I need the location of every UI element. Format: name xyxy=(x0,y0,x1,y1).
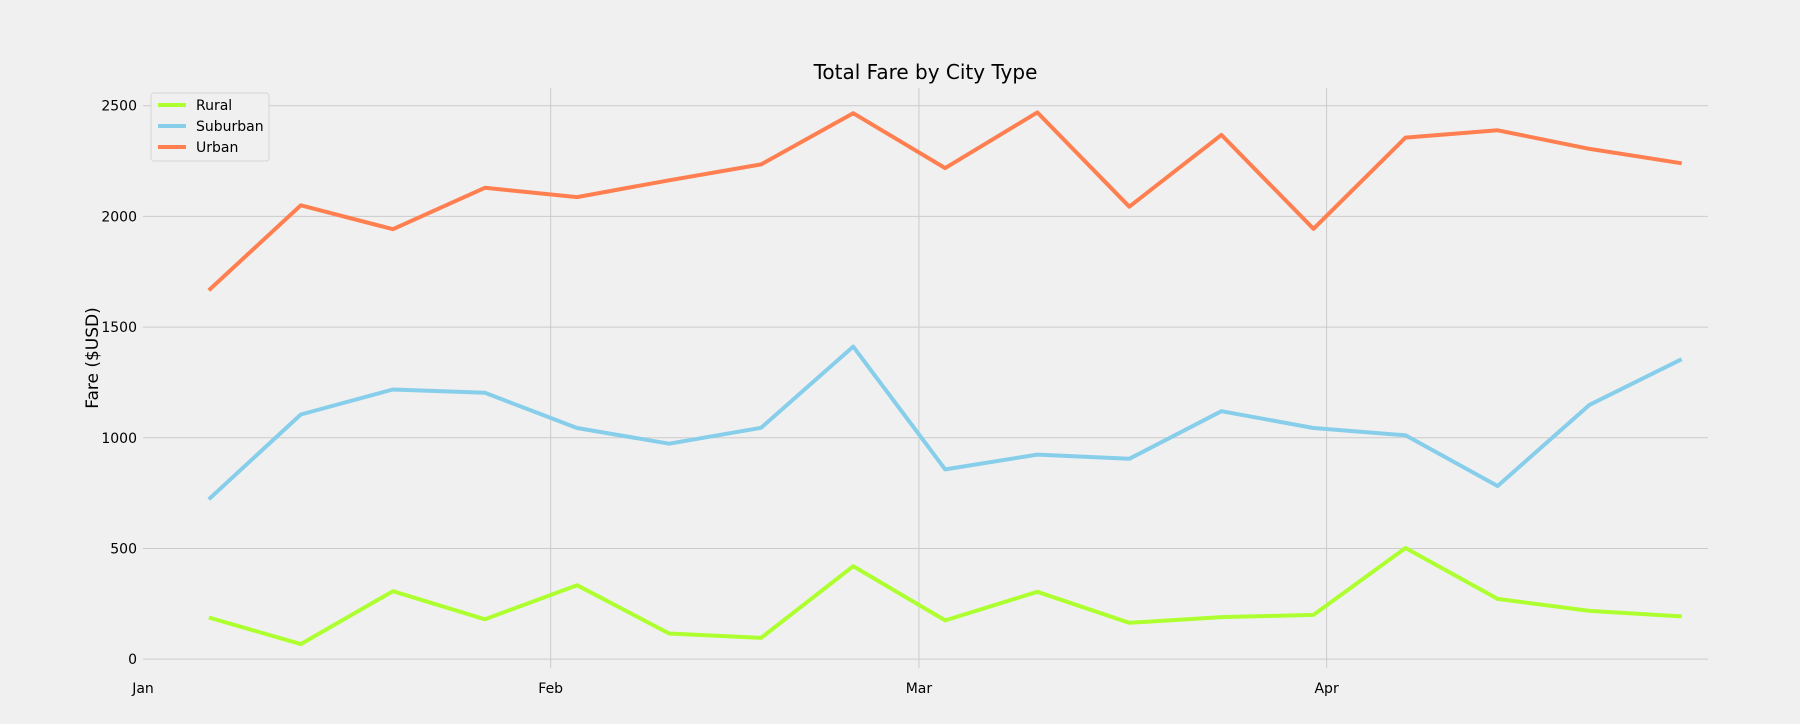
x-tick-label: Apr xyxy=(1314,681,1338,697)
series-line-suburban xyxy=(207,344,1683,501)
y-tick-label: 0 xyxy=(128,652,137,668)
y-tick-label: 2000 xyxy=(101,209,137,225)
chart-title: Total Fare by City Type xyxy=(813,60,1038,84)
x-tick-label: Jan xyxy=(131,681,154,697)
x-tick-label: Mar xyxy=(906,681,933,697)
axis-layer: 0 500 1000 1500 2000 2500 Jan Feb Mar Apr xyxy=(101,99,1339,697)
legend-label-rural: Rural xyxy=(196,98,232,114)
x-tick-label: Feb xyxy=(538,681,563,697)
y-tick-label: 2500 xyxy=(101,99,137,115)
legend-label-urban: Urban xyxy=(196,140,238,156)
legend: Rural Suburban Urban xyxy=(150,92,270,162)
y-axis-label: Fare ($USD) xyxy=(83,307,103,409)
series-layer xyxy=(207,110,1683,647)
y-tick-label: 1000 xyxy=(101,431,137,447)
legend-box xyxy=(150,92,270,162)
y-tick-label: 1500 xyxy=(101,320,137,336)
grid-layer xyxy=(143,88,1708,668)
legend-label-suburban: Suburban xyxy=(196,119,264,135)
series-line-urban xyxy=(207,110,1683,292)
y-tick-label: 500 xyxy=(110,541,137,557)
series-line-rural xyxy=(208,546,1682,647)
